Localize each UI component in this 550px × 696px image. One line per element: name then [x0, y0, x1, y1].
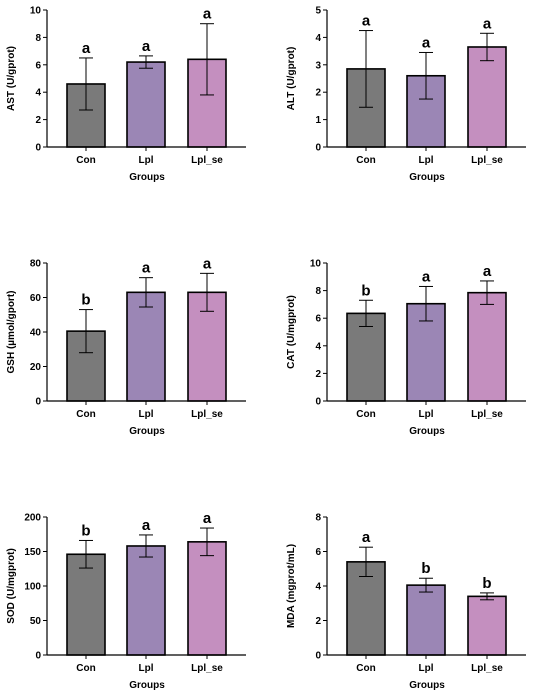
- y-axis-title: ALT (U/gprot): [286, 47, 297, 111]
- x-tick-label: Lpl: [419, 155, 434, 166]
- y-tick-label: 4: [315, 582, 321, 593]
- y-tick-label: 4: [35, 88, 41, 99]
- significance-label: b: [361, 282, 370, 299]
- significance-label: a: [142, 517, 151, 534]
- y-tick-label: 80: [30, 259, 42, 270]
- y-tick-label: 0: [315, 397, 321, 408]
- x-tick-label: Lpl: [139, 409, 154, 420]
- chart-panel-4: b a a 0 2 4 6 8 10 Con Lpl Lpl_se Groups CAT (U/mgpro…: [286, 259, 526, 437]
- significance-label: a: [362, 529, 371, 546]
- y-tick-label: 2: [315, 369, 321, 380]
- y-tick-label: 150: [24, 547, 41, 558]
- bar-lpl: [406, 74, 446, 148]
- x-tick-label: Lpl_se: [191, 155, 223, 166]
- y-tick-label: 60: [30, 293, 42, 304]
- y-tick-label: 2: [35, 115, 41, 126]
- y-axis-title: GSH (µmol/gport): [6, 291, 17, 374]
- y-tick-label: 100: [24, 582, 41, 593]
- y-tick-label: 4: [315, 341, 321, 352]
- y-axis-title: AST (U/gprot): [6, 46, 17, 111]
- bar-lpl_se: [467, 46, 507, 148]
- x-axis-title: Groups: [409, 426, 445, 437]
- x-tick-label: Lpl: [419, 663, 434, 674]
- x-tick-label: Lpl_se: [191, 663, 223, 674]
- x-axis-title: Groups: [129, 172, 165, 183]
- significance-label: b: [482, 575, 491, 592]
- significance-label: a: [142, 38, 151, 55]
- chart-panel-1: a a a 0 2 4 6 8 10 Con Lpl Lpl_se Groups AST (U/gprot…: [6, 6, 246, 183]
- x-tick-label: Con: [76, 663, 95, 674]
- y-tick-label: 200: [24, 513, 41, 524]
- y-tick-label: 8: [35, 33, 41, 44]
- chart-panel-3: b a a 0 20 40 60 80 Con Lpl Lpl_se Groups GSH (µmol/…: [6, 255, 246, 437]
- x-tick-label: Lpl_se: [191, 409, 223, 420]
- chart-panel-2: a a a 0 1 2 3 4 5 Con Lpl Lpl_se Groups ALT (U/gprot): [286, 6, 526, 183]
- x-tick-label: Lpl: [139, 663, 154, 674]
- chart-panel-6: a b b 0 2 4 6 8 Con Lpl Lpl_se Groups MDA (mgprot/mL…: [286, 513, 526, 691]
- bar-lpl: [126, 61, 166, 148]
- y-tick-label: 0: [35, 651, 41, 662]
- y-tick-label: 6: [35, 60, 41, 71]
- y-tick-label: 2: [315, 88, 321, 99]
- significance-label: a: [82, 40, 91, 57]
- significance-label: b: [421, 560, 430, 577]
- x-tick-label: Lpl: [419, 409, 434, 420]
- y-tick-label: 0: [315, 651, 321, 662]
- y-axis-title: CAT (U/mgprot): [286, 295, 297, 369]
- x-axis-title: Groups: [409, 172, 445, 183]
- y-tick-label: 10: [30, 6, 42, 17]
- chart-panel-5: b a a 0 50 100 150 200 Con Lpl Lpl_se Groups SOD (U/…: [6, 510, 246, 691]
- y-axis-title: SOD (U/mgprot): [6, 548, 17, 624]
- significance-label: b: [81, 292, 90, 309]
- x-tick-label: Con: [76, 155, 95, 166]
- significance-label: a: [203, 510, 212, 527]
- bar-lpl: [406, 584, 446, 656]
- x-axis-title: Groups: [129, 426, 165, 437]
- y-tick-label: 50: [30, 616, 42, 627]
- y-tick-label: 6: [315, 547, 321, 558]
- x-tick-label: Con: [76, 409, 95, 420]
- x-axis-title: Groups: [409, 680, 445, 691]
- significance-label: a: [362, 13, 371, 30]
- significance-label: b: [81, 522, 90, 539]
- x-tick-label: Con: [356, 155, 375, 166]
- y-tick-label: 8: [315, 513, 321, 524]
- y-tick-label: 0: [35, 143, 41, 154]
- y-tick-label: 10: [310, 259, 322, 270]
- significance-label: a: [203, 255, 212, 272]
- x-tick-label: Lpl_se: [471, 155, 503, 166]
- y-tick-label: 1: [315, 115, 321, 126]
- significance-label: a: [203, 6, 212, 23]
- y-tick-label: 20: [30, 362, 42, 373]
- bar-lpl: [126, 291, 166, 402]
- y-tick-label: 0: [315, 143, 321, 154]
- bar-lpl_se: [467, 595, 507, 656]
- significance-label: a: [422, 268, 431, 285]
- bar-lpl: [126, 545, 166, 656]
- bar-lpl_se: [467, 291, 507, 402]
- x-tick-label: Con: [356, 409, 375, 420]
- y-tick-label: 3: [315, 60, 321, 71]
- x-tick-label: Lpl_se: [471, 663, 503, 674]
- significance-label: a: [483, 15, 492, 32]
- significance-label: a: [142, 260, 151, 277]
- y-axis-title: MDA (mgprot/mL): [286, 544, 297, 628]
- y-tick-label: 0: [35, 397, 41, 408]
- significance-label: a: [483, 263, 492, 280]
- x-tick-label: Lpl: [139, 155, 154, 166]
- x-tick-label: Lpl_se: [471, 409, 503, 420]
- bar-con: [346, 561, 386, 656]
- x-axis-title: Groups: [129, 680, 165, 691]
- bar-con: [66, 553, 106, 656]
- y-tick-label: 5: [315, 6, 321, 17]
- y-tick-label: 6: [315, 314, 321, 325]
- y-tick-label: 8: [315, 286, 321, 297]
- x-tick-label: Con: [356, 663, 375, 674]
- significance-label: a: [422, 34, 431, 51]
- y-tick-label: 4: [315, 33, 321, 44]
- y-tick-label: 40: [30, 328, 42, 339]
- bar-lpl_se: [187, 541, 227, 656]
- y-tick-label: 2: [315, 616, 321, 627]
